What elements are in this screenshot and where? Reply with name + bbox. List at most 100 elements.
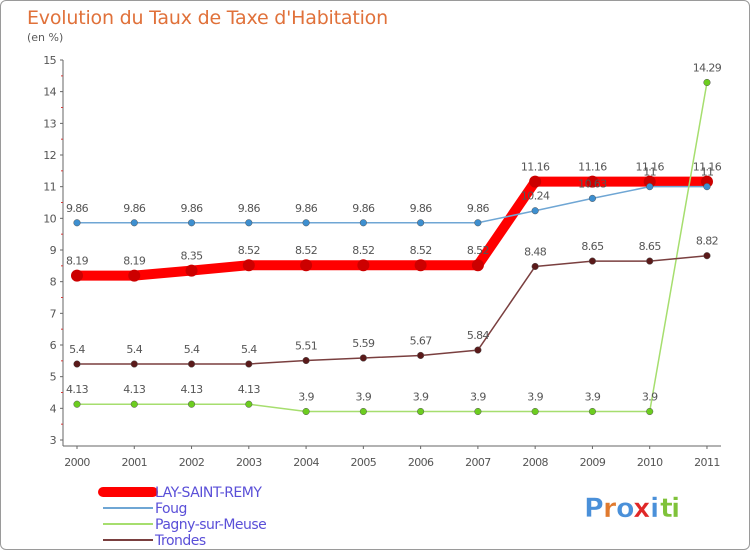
data-point	[300, 259, 313, 272]
data-point	[643, 175, 656, 188]
data-point	[646, 183, 654, 191]
data-label: 9.86	[238, 202, 261, 215]
y-tick-label: 10	[43, 212, 56, 225]
y-tick-label: 9	[50, 244, 57, 257]
x-tick-label: 2007	[465, 456, 491, 469]
y-tick-label: 15	[43, 54, 56, 67]
data-label: 5.4	[184, 343, 200, 356]
data-label: 11.16	[635, 161, 664, 174]
data-label: 11	[643, 166, 656, 179]
data-label: 5.4	[241, 343, 257, 356]
x-tick-label: 2005	[351, 456, 377, 469]
data-label: 5.4	[69, 343, 85, 356]
data-point	[417, 407, 425, 416]
data-label: 8.52	[295, 244, 317, 257]
chart-axes: 3 4 5 6 7 8 9 10 11 12 13 14 15 2000 2001 2002 2003 2004 2…	[43, 54, 721, 469]
data-label: 9.86	[66, 202, 89, 215]
data-point	[359, 354, 367, 362]
data-label: 11.16	[693, 161, 722, 174]
data-label: 3.9	[413, 391, 429, 404]
chart-title: Evolution du Taux de Taxe d'Habitation	[27, 7, 388, 29]
data-label: 8.52	[352, 244, 374, 257]
data-point	[359, 219, 367, 227]
y-tick-label: 5	[50, 371, 57, 384]
data-point	[187, 219, 196, 227]
data-point	[588, 194, 596, 202]
logo-letter: i	[650, 493, 660, 524]
data-label: 11	[701, 166, 714, 179]
x-tick-label: 2000	[64, 456, 90, 469]
data-label: 11.16	[521, 161, 550, 174]
data-point	[700, 175, 713, 188]
logo-letter: i	[671, 493, 681, 524]
data-label: 3.9	[642, 391, 658, 404]
y-tick-label: 7	[50, 307, 57, 320]
logo-letter: o	[616, 493, 636, 524]
data-point	[529, 175, 542, 188]
data-point	[302, 356, 310, 365]
data-point	[302, 219, 310, 227]
data-label: 9.86	[180, 202, 203, 215]
data-label: 9.86	[295, 202, 318, 215]
data-point	[130, 219, 138, 227]
data-label: 3.9	[585, 391, 601, 404]
series-lines	[72, 81, 712, 413]
data-label: 14.29	[693, 61, 722, 74]
y-tick-label: 8	[50, 276, 57, 289]
data-label: 11.16	[578, 161, 607, 174]
data-point	[73, 219, 81, 227]
data-label: 4.13	[123, 383, 146, 396]
y-tick-label: 4	[50, 402, 57, 415]
data-point	[474, 346, 482, 354]
data-label: 8.52	[238, 244, 260, 257]
data-label: 5.84	[467, 329, 490, 342]
y-tick-label: 3	[50, 434, 57, 447]
data-point	[588, 407, 596, 416]
data-label: 3.9	[470, 391, 486, 404]
data-label: 5.67	[410, 334, 433, 347]
data-point	[73, 360, 81, 368]
series-line-trondes	[76, 254, 708, 365]
data-point	[187, 400, 196, 408]
data-label: 9.86	[123, 202, 146, 215]
data-point	[245, 360, 253, 368]
data-point	[474, 219, 482, 227]
x-tick-label: 2011	[694, 456, 720, 469]
data-point	[73, 400, 81, 408]
y-tick-label: 6	[50, 339, 57, 352]
legend-label: Foug	[155, 501, 187, 517]
data-label: 3.9	[527, 391, 543, 404]
series-line-lay-saint-remy	[72, 176, 712, 281]
x-tick-label: 2002	[179, 456, 205, 469]
logo-letter: t	[660, 493, 674, 524]
x-tick-label: 2006	[408, 456, 434, 469]
data-label: 5.51	[295, 340, 317, 353]
data-point	[703, 252, 711, 260]
data-label: 8.65	[639, 240, 662, 253]
data-label: 8.52	[467, 244, 489, 257]
data-point	[245, 400, 253, 408]
x-tick-label: 2004	[293, 456, 319, 469]
data-label: 5.4	[126, 343, 142, 356]
data-label: 10.63	[578, 177, 607, 190]
data-point	[703, 183, 711, 191]
data-label: 8.35	[180, 250, 203, 263]
data-point	[531, 207, 539, 215]
data-label: 8.19	[66, 255, 89, 268]
data-label: 9.86	[352, 202, 375, 215]
data-point	[531, 407, 539, 416]
data-label: 5.59	[352, 337, 375, 350]
x-tick-label: 2010	[637, 456, 663, 469]
data-label: 3.9	[298, 391, 314, 404]
data-point	[357, 259, 370, 272]
series-line-foug	[76, 185, 708, 224]
x-tick-label: 2001	[121, 456, 147, 469]
data-point	[128, 269, 141, 282]
data-label: 10.24	[521, 190, 550, 203]
data-label: 8.65	[581, 240, 604, 253]
data-point	[531, 262, 539, 271]
